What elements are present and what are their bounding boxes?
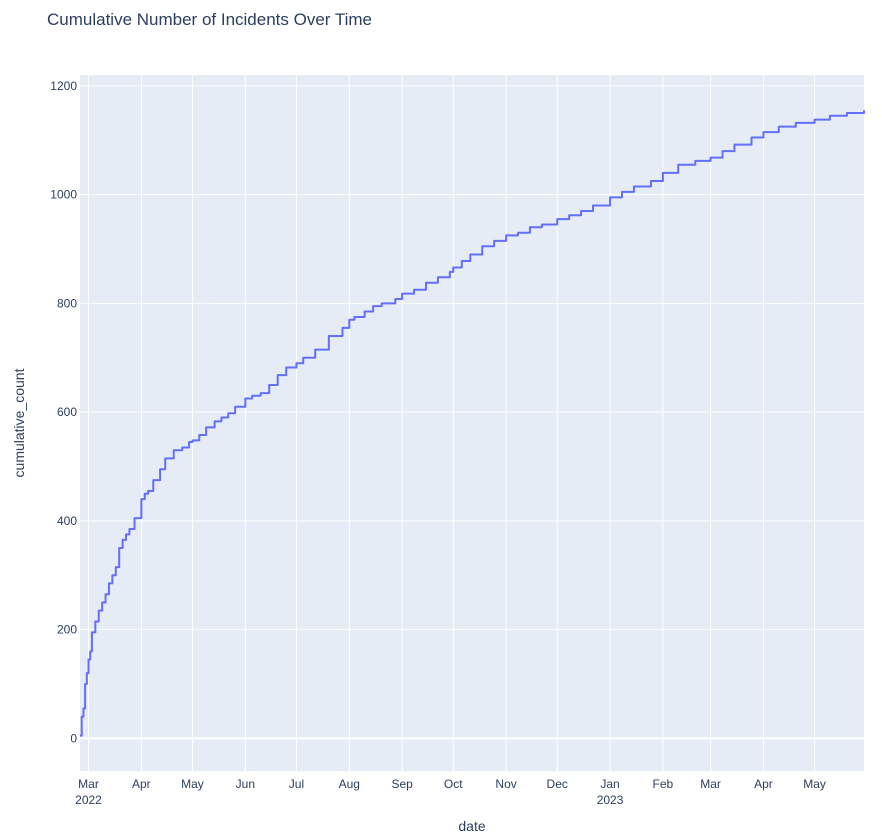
y-axis-ticks: 0 200 400 600 800 1000 1200 xyxy=(50,79,77,746)
x-tick-label: Sep xyxy=(391,777,413,791)
x-axis-ticks: Mar 2022 Apr May Jun Jul Aug Sep Oct Nov Dec Jan 202… xyxy=(75,777,826,807)
y-tick-label: 0 xyxy=(70,731,77,745)
x-tick-label: Dec xyxy=(547,777,568,791)
x-tick-label: Feb xyxy=(653,777,674,791)
gridlines xyxy=(80,75,864,771)
x-tick-year-label: 2022 xyxy=(75,793,102,807)
x-tick-label: May xyxy=(803,777,826,791)
y-axis-title: cumulative_count xyxy=(11,368,27,477)
x-tick-label: Apr xyxy=(132,777,151,791)
x-tick-label: Mar xyxy=(78,777,99,791)
x-tick-label: Aug xyxy=(339,777,360,791)
x-tick-label: Oct xyxy=(444,777,463,791)
y-tick-label: 800 xyxy=(57,296,77,310)
plot-area xyxy=(80,75,864,771)
y-tick-label: 200 xyxy=(57,623,77,637)
chart-title: Cumulative Number of Incidents Over Time xyxy=(47,10,372,29)
x-tick-label: Jan xyxy=(600,777,619,791)
x-tick-label: Apr xyxy=(754,777,773,791)
x-tick-label: Jul xyxy=(289,777,304,791)
x-tick-label: Jun xyxy=(236,777,255,791)
series-line xyxy=(80,110,865,737)
x-tick-label: Nov xyxy=(495,777,516,791)
x-axis-title: date xyxy=(458,818,485,834)
y-tick-label: 400 xyxy=(57,514,77,528)
y-tick-label: 1000 xyxy=(50,188,77,202)
y-tick-label: 1200 xyxy=(50,79,77,93)
y-tick-label: 600 xyxy=(57,405,77,419)
x-tick-label: Mar xyxy=(700,777,721,791)
x-tick-year-label: 2023 xyxy=(597,793,624,807)
series-layer xyxy=(80,110,865,737)
x-tick-label: May xyxy=(181,777,204,791)
